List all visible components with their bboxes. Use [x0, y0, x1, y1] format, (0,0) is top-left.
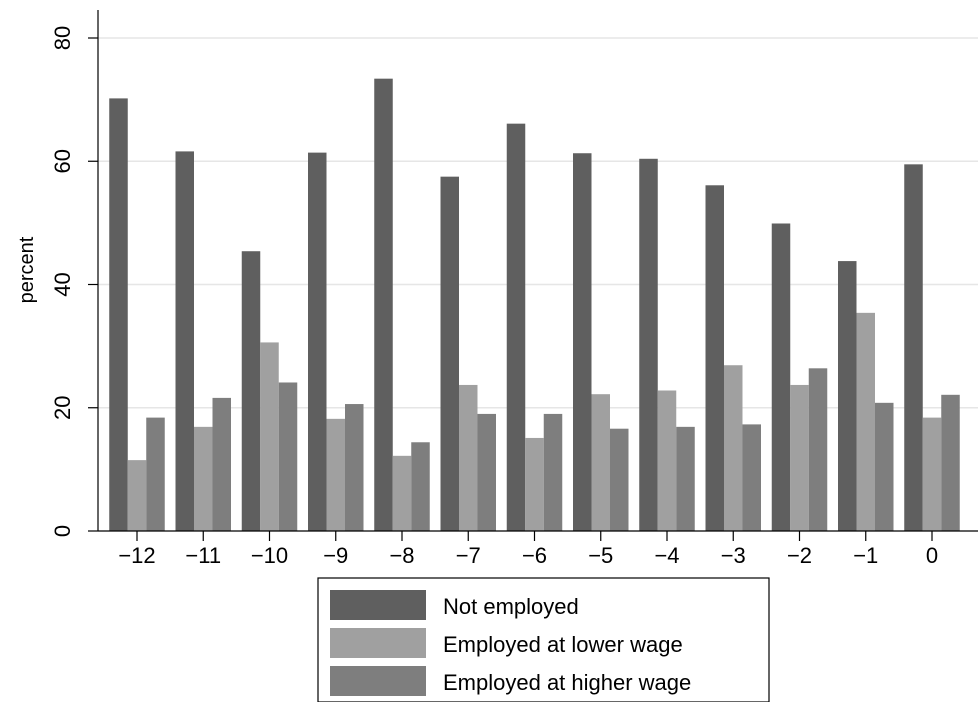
- bar-employed-at-higher-wage: [676, 426, 695, 531]
- y-axis-ticks: 0 20 40 60 80: [50, 26, 98, 537]
- bar-employed-at-lower-wage: [856, 312, 875, 531]
- bar-employed-at-higher-wage: [278, 382, 298, 531]
- legend-swatch: [330, 666, 426, 696]
- bar-not-employed: [506, 123, 526, 531]
- bar-employed-at-higher-wage: [345, 404, 364, 531]
- bar-employed-at-lower-wage: [326, 418, 345, 531]
- x-tick-label: −11: [185, 543, 221, 568]
- bar-employed-at-lower-wage: [260, 342, 279, 531]
- y-tick-label: 20: [50, 396, 75, 420]
- x-tick-label: −7: [456, 543, 481, 568]
- bars: [109, 78, 960, 532]
- bar-not-employed: [175, 151, 194, 531]
- bar-not-employed: [440, 176, 459, 531]
- bar-employed-at-higher-wage: [477, 413, 496, 531]
- y-tick-label: 0: [50, 525, 75, 537]
- y-tick-label: 80: [50, 26, 75, 50]
- bar-employed-at-lower-wage: [194, 426, 213, 531]
- bar-not-employed: [838, 261, 857, 531]
- bar-employed-at-lower-wage: [922, 417, 942, 531]
- bar-employed-at-lower-wage: [724, 365, 743, 531]
- bar-employed-at-higher-wage: [212, 397, 231, 531]
- bar-employed-at-lower-wage: [591, 394, 610, 531]
- axes: [97, 10, 978, 532]
- x-tick-label: −6: [522, 543, 547, 568]
- bar-not-employed: [705, 185, 724, 531]
- y-tick-label: 40: [50, 272, 75, 296]
- bar-employed-at-higher-wage: [610, 428, 629, 531]
- bar-employed-at-higher-wage: [146, 417, 165, 531]
- x-tick-label: −2: [787, 543, 812, 568]
- bar-not-employed: [904, 164, 923, 532]
- bar-employed-at-higher-wage: [543, 413, 563, 531]
- bar-employed-at-lower-wage: [392, 455, 412, 531]
- bar-employed-at-lower-wage: [657, 390, 677, 531]
- bar-employed-at-lower-wage: [525, 437, 544, 531]
- bar-not-employed: [374, 78, 393, 532]
- x-tick-label: 0: [926, 543, 938, 568]
- x-tick-label: −5: [588, 543, 613, 568]
- bar-employed-at-higher-wage: [742, 424, 761, 531]
- bar-employed-at-lower-wage: [459, 384, 478, 531]
- x-tick-label: −8: [389, 543, 414, 568]
- x-tick-label: −12: [118, 543, 155, 568]
- bar-not-employed: [573, 153, 592, 531]
- x-tick-label: −4: [654, 543, 679, 568]
- legend-label: Employed at lower wage: [443, 632, 683, 657]
- y-axis-title: percent: [16, 236, 38, 303]
- legend-label: Employed at higher wage: [443, 670, 691, 695]
- legend-label: Not employed: [443, 594, 579, 619]
- bar-employed-at-lower-wage: [790, 384, 809, 531]
- bar-employed-at-higher-wage: [875, 402, 894, 531]
- legend: Not employed Employed at lower wage Employ…: [317, 577, 770, 702]
- x-tick-label: −9: [323, 543, 348, 568]
- bar-not-employed: [308, 152, 327, 531]
- bar-not-employed: [241, 251, 261, 531]
- legend-swatch: [330, 590, 426, 620]
- x-tick-label: −10: [251, 543, 288, 568]
- x-tick-label: −1: [853, 543, 878, 568]
- bar-employed-at-lower-wage: [127, 460, 147, 531]
- y-tick-label: 60: [50, 149, 75, 173]
- bar-not-employed: [639, 158, 658, 531]
- bar-employed-at-higher-wage: [411, 442, 430, 531]
- x-tick-label: −3: [721, 543, 746, 568]
- bar-not-employed: [771, 223, 791, 531]
- bar-employed-at-higher-wage: [941, 394, 960, 531]
- legend-swatch: [330, 628, 426, 658]
- bar-employed-at-higher-wage: [808, 368, 828, 531]
- bar-not-employed: [109, 98, 128, 531]
- x-axis-ticks: −12 −11 −10 −9 −8 −7 −6 −5 −4 −3 −2 −1 0: [118, 531, 938, 568]
